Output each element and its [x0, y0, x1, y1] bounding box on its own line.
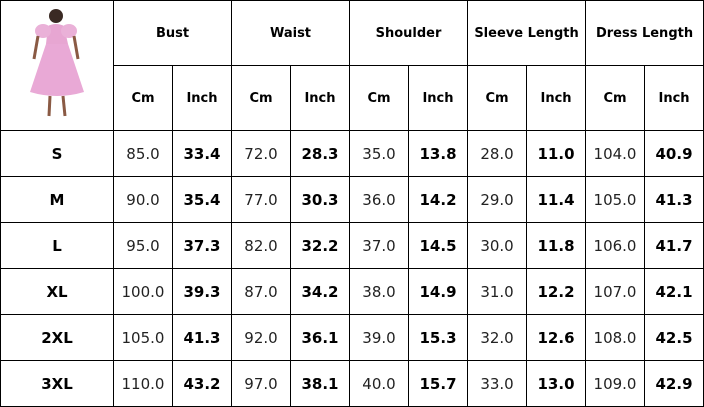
cm-value: 105.0 — [585, 176, 646, 223]
cm-value: 37.0 — [349, 222, 409, 269]
inch-value: 43.2 — [172, 360, 232, 407]
size-row: 2XL 105.0 41.3 92.0 36.1 39.0 15.3 32.0 12.6 108.… — [0, 314, 704, 361]
cm-value: 105.0 — [113, 314, 173, 361]
unit-header: Cm — [231, 65, 291, 131]
cm-value: 28.0 — [467, 130, 528, 177]
cm-value: 35.0 — [349, 130, 409, 177]
inch-value: 14.5 — [407, 222, 469, 269]
cm-value: 110.0 — [113, 360, 173, 407]
cm-value: 108.0 — [585, 314, 646, 361]
dress-image — [30, 8, 84, 116]
cm-value: 36.0 — [349, 176, 409, 223]
inch-value: 39.3 — [172, 268, 232, 315]
inch-value: 37.3 — [172, 222, 232, 269]
inch-value: 15.7 — [407, 360, 469, 407]
unit-header: Cm — [467, 65, 528, 131]
unit-header: Inch — [526, 65, 587, 131]
cm-value: 38.0 — [349, 268, 409, 315]
cm-value: 72.0 — [231, 130, 291, 177]
unit-header: Cm — [113, 65, 173, 131]
product-image-cell — [0, 0, 114, 131]
inch-value: 30.3 — [290, 176, 350, 223]
inch-value: 42.5 — [644, 314, 704, 361]
group-header: Bust — [113, 0, 232, 66]
inch-value: 13.0 — [526, 360, 587, 407]
inch-value: 28.3 — [290, 130, 350, 177]
size-label: S — [0, 130, 114, 177]
cm-value: 90.0 — [113, 176, 173, 223]
inch-value: 40.9 — [644, 130, 704, 177]
unit-header: Inch — [407, 65, 469, 131]
inch-value: 36.1 — [290, 314, 350, 361]
size-row: XL 100.0 39.3 87.0 34.2 38.0 14.9 31.0 12.2 107.0… — [0, 268, 704, 315]
size-label: L — [0, 222, 114, 269]
inch-value: 13.8 — [407, 130, 469, 177]
size-row: M 90.0 35.4 77.0 30.3 36.0 14.2 29.0 11.4 105.0 41… — [0, 176, 704, 223]
size-label: M — [0, 176, 114, 223]
cm-value: 31.0 — [467, 268, 528, 315]
cm-value: 30.0 — [467, 222, 528, 269]
cm-value: 85.0 — [113, 130, 173, 177]
unit-header-row: Cm Inch Cm Inch Cm Inch Cm Inch Cm Inch — [1, 65, 704, 131]
cm-value: 106.0 — [585, 222, 646, 269]
inch-value: 32.2 — [290, 222, 350, 269]
inch-value: 12.6 — [526, 314, 587, 361]
unit-header: Cm — [585, 65, 646, 131]
group-header-row: Bust Waist Shoulder Sleeve Length Dress Leng… — [0, 0, 704, 131]
cm-value: 87.0 — [231, 268, 291, 315]
cm-value: 100.0 — [113, 268, 173, 315]
group-header: Sleeve Length — [467, 0, 587, 66]
group-header: Shoulder — [348, 0, 469, 66]
cm-value: 29.0 — [467, 176, 528, 223]
inch-value: 38.1 — [290, 360, 350, 407]
inch-value: 14.9 — [407, 268, 469, 315]
unit-header: Cm — [349, 65, 409, 131]
inch-value: 33.4 — [172, 130, 232, 177]
size-label: 3XL — [0, 360, 114, 407]
cm-value: 104.0 — [585, 130, 646, 177]
inch-value: 11.8 — [526, 222, 587, 269]
inch-value: 41.3 — [644, 176, 704, 223]
size-label: 2XL — [0, 314, 114, 361]
cm-value: 109.0 — [585, 360, 646, 407]
cm-value: 97.0 — [231, 360, 291, 407]
inch-value: 35.4 — [172, 176, 232, 223]
inch-value: 11.4 — [526, 176, 587, 223]
size-row: S 85.0 33.4 72.0 28.3 35.0 13.8 28.0 11.0 104.0 40… — [0, 130, 704, 177]
inch-value: 41.7 — [644, 222, 704, 269]
unit-header: Inch — [172, 65, 232, 131]
size-row: 3XL 110.0 43.2 97.0 38.1 40.0 15.7 33.0 13.0 109.… — [0, 360, 704, 407]
cm-value: 39.0 — [349, 314, 409, 361]
inch-value: 15.3 — [407, 314, 469, 361]
cm-value: 40.0 — [349, 360, 409, 407]
unit-header: Inch — [644, 65, 704, 131]
inch-value: 42.9 — [644, 360, 704, 407]
cm-value: 77.0 — [231, 176, 291, 223]
cm-value: 92.0 — [231, 314, 291, 361]
inch-value: 42.1 — [644, 268, 704, 315]
inch-value: 34.2 — [290, 268, 350, 315]
size-label: XL — [0, 268, 114, 315]
group-header: Waist — [231, 0, 350, 66]
cm-value: 33.0 — [467, 360, 528, 407]
group-header: Dress Length — [585, 0, 704, 66]
unit-header: Inch — [290, 65, 350, 131]
inch-value: 41.3 — [172, 314, 232, 361]
inch-value: 14.2 — [407, 176, 469, 223]
inch-value: 11.0 — [526, 130, 587, 177]
cm-value: 107.0 — [585, 268, 646, 315]
cm-value: 82.0 — [231, 222, 291, 269]
cm-value: 32.0 — [467, 314, 528, 361]
size-row: L 95.0 37.3 82.0 32.2 37.0 14.5 30.0 11.8 106.0 41… — [0, 222, 704, 269]
inch-value: 12.2 — [526, 268, 587, 315]
cm-value: 95.0 — [113, 222, 173, 269]
